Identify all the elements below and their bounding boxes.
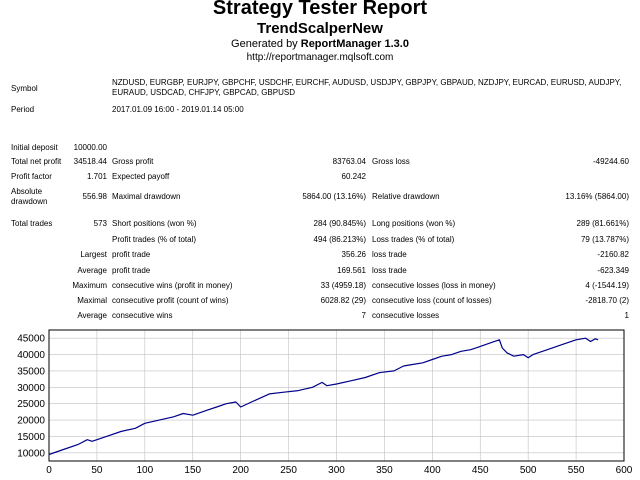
initial-deposit-value: 10000.00 [73, 143, 107, 152]
net-profit-label: Total net profit [11, 157, 62, 166]
generator-tool: ReportManager 1.3.0 [300, 38, 409, 50]
largest-profit-value: 356.26 [341, 250, 366, 259]
expert-name: TrendScalperNew [257, 20, 383, 37]
x-tick-label: 0 [46, 465, 52, 476]
x-tick-label: 350 [376, 465, 393, 476]
gross-loss-value: -49244.60 [592, 157, 629, 166]
x-tick-label: 400 [424, 465, 441, 476]
x-tick-label: 300 [328, 465, 345, 476]
maximal-drawdown-label: Maximal drawdown [112, 192, 181, 201]
x-tick-label: 500 [520, 465, 537, 476]
max-cons-wins-label: consecutive wins (profit in money) [112, 281, 233, 290]
total-trades-value: 573 [93, 219, 107, 228]
average-label: Average [77, 266, 107, 275]
long-positions-value: 289 (81.661%) [576, 219, 629, 228]
avg-cons-wins-label: consecutive wins [112, 311, 173, 320]
maximal-cons-loss-label: consecutive loss (count of losses) [372, 296, 492, 305]
average-loss-value: -623.349 [597, 266, 629, 275]
profit-factor-value: 1.701 [86, 172, 107, 181]
absolute-drawdown-label-line1: Absolute [11, 187, 43, 196]
x-tick-label: 50 [91, 465, 103, 476]
gross-profit-value: 83763.04 [332, 157, 366, 166]
y-tick-label: 20000 [17, 416, 45, 427]
expected-payoff-value: 60.242 [341, 172, 366, 181]
profit-trades-value: 494 (86.213%) [313, 235, 366, 244]
y-tick-label: 25000 [17, 399, 45, 410]
short-positions-value: 284 (90.845%) [313, 219, 366, 228]
plot-frame [48, 329, 625, 462]
absolute-drawdown-label-line2: drawdown [11, 197, 48, 206]
average2-label: Average [77, 311, 107, 320]
period-value: 2017.01.09 16:00 - 2019.01.14 05:00 [112, 105, 244, 114]
expected-payoff-label: Expected payoff [112, 172, 170, 181]
x-tick-label: 200 [232, 465, 249, 476]
generator-url[interactable]: http://reportmanager.mqlsoft.com [246, 52, 394, 63]
report-title: Strategy Tester Report [212, 0, 428, 19]
balance-line [48, 337, 599, 456]
initial-deposit-label: Initial deposit [11, 143, 58, 152]
avg-cons-wins-value: 7 [361, 311, 366, 320]
max-cons-wins-value: 33 (4959.18) [320, 281, 366, 290]
long-positions-label: Long positions (won %) [372, 219, 456, 228]
generated-prefix: Generated by [231, 38, 301, 50]
x-tick-label: 450 [472, 465, 489, 476]
x-tick-label: 100 [136, 465, 153, 476]
absolute-drawdown-value: 556.98 [82, 192, 107, 201]
symbol-value: NZDUSD, EURGBP, EURJPY, GBPCHF, USDCHF, … [112, 78, 622, 97]
x-tick-label: 550 [568, 465, 585, 476]
y-tick-label: 35000 [17, 366, 45, 377]
net-profit-value: 34518.44 [73, 157, 107, 166]
y-tick-label: 30000 [17, 383, 45, 394]
maximal-cons-loss-value: -2818.70 (2) [585, 296, 629, 305]
maximum-label: Maximum [72, 281, 107, 290]
maximal-cons-profit-label: consecutive profit (count of wins) [112, 296, 229, 305]
largest-loss-value: -2160.82 [597, 250, 629, 259]
y-tick-label: 15000 [17, 432, 45, 443]
total-trades-label: Total trades [11, 219, 53, 228]
largest-profit-label: profit trade [112, 250, 151, 259]
generated-by: Generated by ReportManager 1.3.0 [0, 38, 640, 50]
y-tick-label: 45000 [17, 334, 45, 345]
x-tick-label: 250 [280, 465, 297, 476]
gross-profit-label: Gross profit [112, 157, 154, 166]
average-loss-label: loss trade [372, 266, 407, 275]
x-tick-label: 150 [184, 465, 201, 476]
y-tick-label: 40000 [17, 350, 45, 361]
symbol-label: Symbol [11, 84, 38, 93]
maximal-cons-profit-value: 6028.82 (29) [320, 296, 366, 305]
y-tick-label: 10000 [17, 448, 45, 459]
average-profit-label: profit trade [112, 266, 151, 275]
largest-label: Largest [80, 250, 107, 259]
loss-trades-value: 79 (13.787%) [580, 235, 629, 244]
short-positions-label: Short positions (won %) [112, 219, 197, 228]
avg-cons-losses-label: consecutive losses [372, 311, 440, 320]
maximal-label: Maximal [77, 296, 107, 305]
max-cons-losses-label: consecutive losses (loss in money) [372, 281, 496, 290]
max-cons-losses-value: 4 (-1544.19) [585, 281, 629, 290]
profit-factor-label: Profit factor [11, 172, 52, 181]
average-profit-value: 169.561 [337, 266, 366, 275]
loss-trades-label: Loss trades (% of total) [372, 235, 455, 244]
gross-loss-label: Gross loss [372, 157, 410, 166]
period-label: Period [11, 105, 35, 114]
profit-trades-label: Profit trades (% of total) [112, 235, 197, 244]
x-tick-label: 600 [616, 465, 633, 476]
avg-cons-losses-value: 1 [624, 311, 629, 320]
relative-drawdown-label: Relative drawdown [372, 192, 440, 201]
largest-loss-label: loss trade [372, 250, 407, 259]
balance-chart: 0 50 100 150 200 250 300 350 400 450 500 550 600 1000… [17, 329, 633, 476]
maximal-drawdown-value: 5864.00 (13.16%) [302, 192, 366, 201]
relative-drawdown-value: 13.16% (5864.00) [565, 192, 629, 201]
